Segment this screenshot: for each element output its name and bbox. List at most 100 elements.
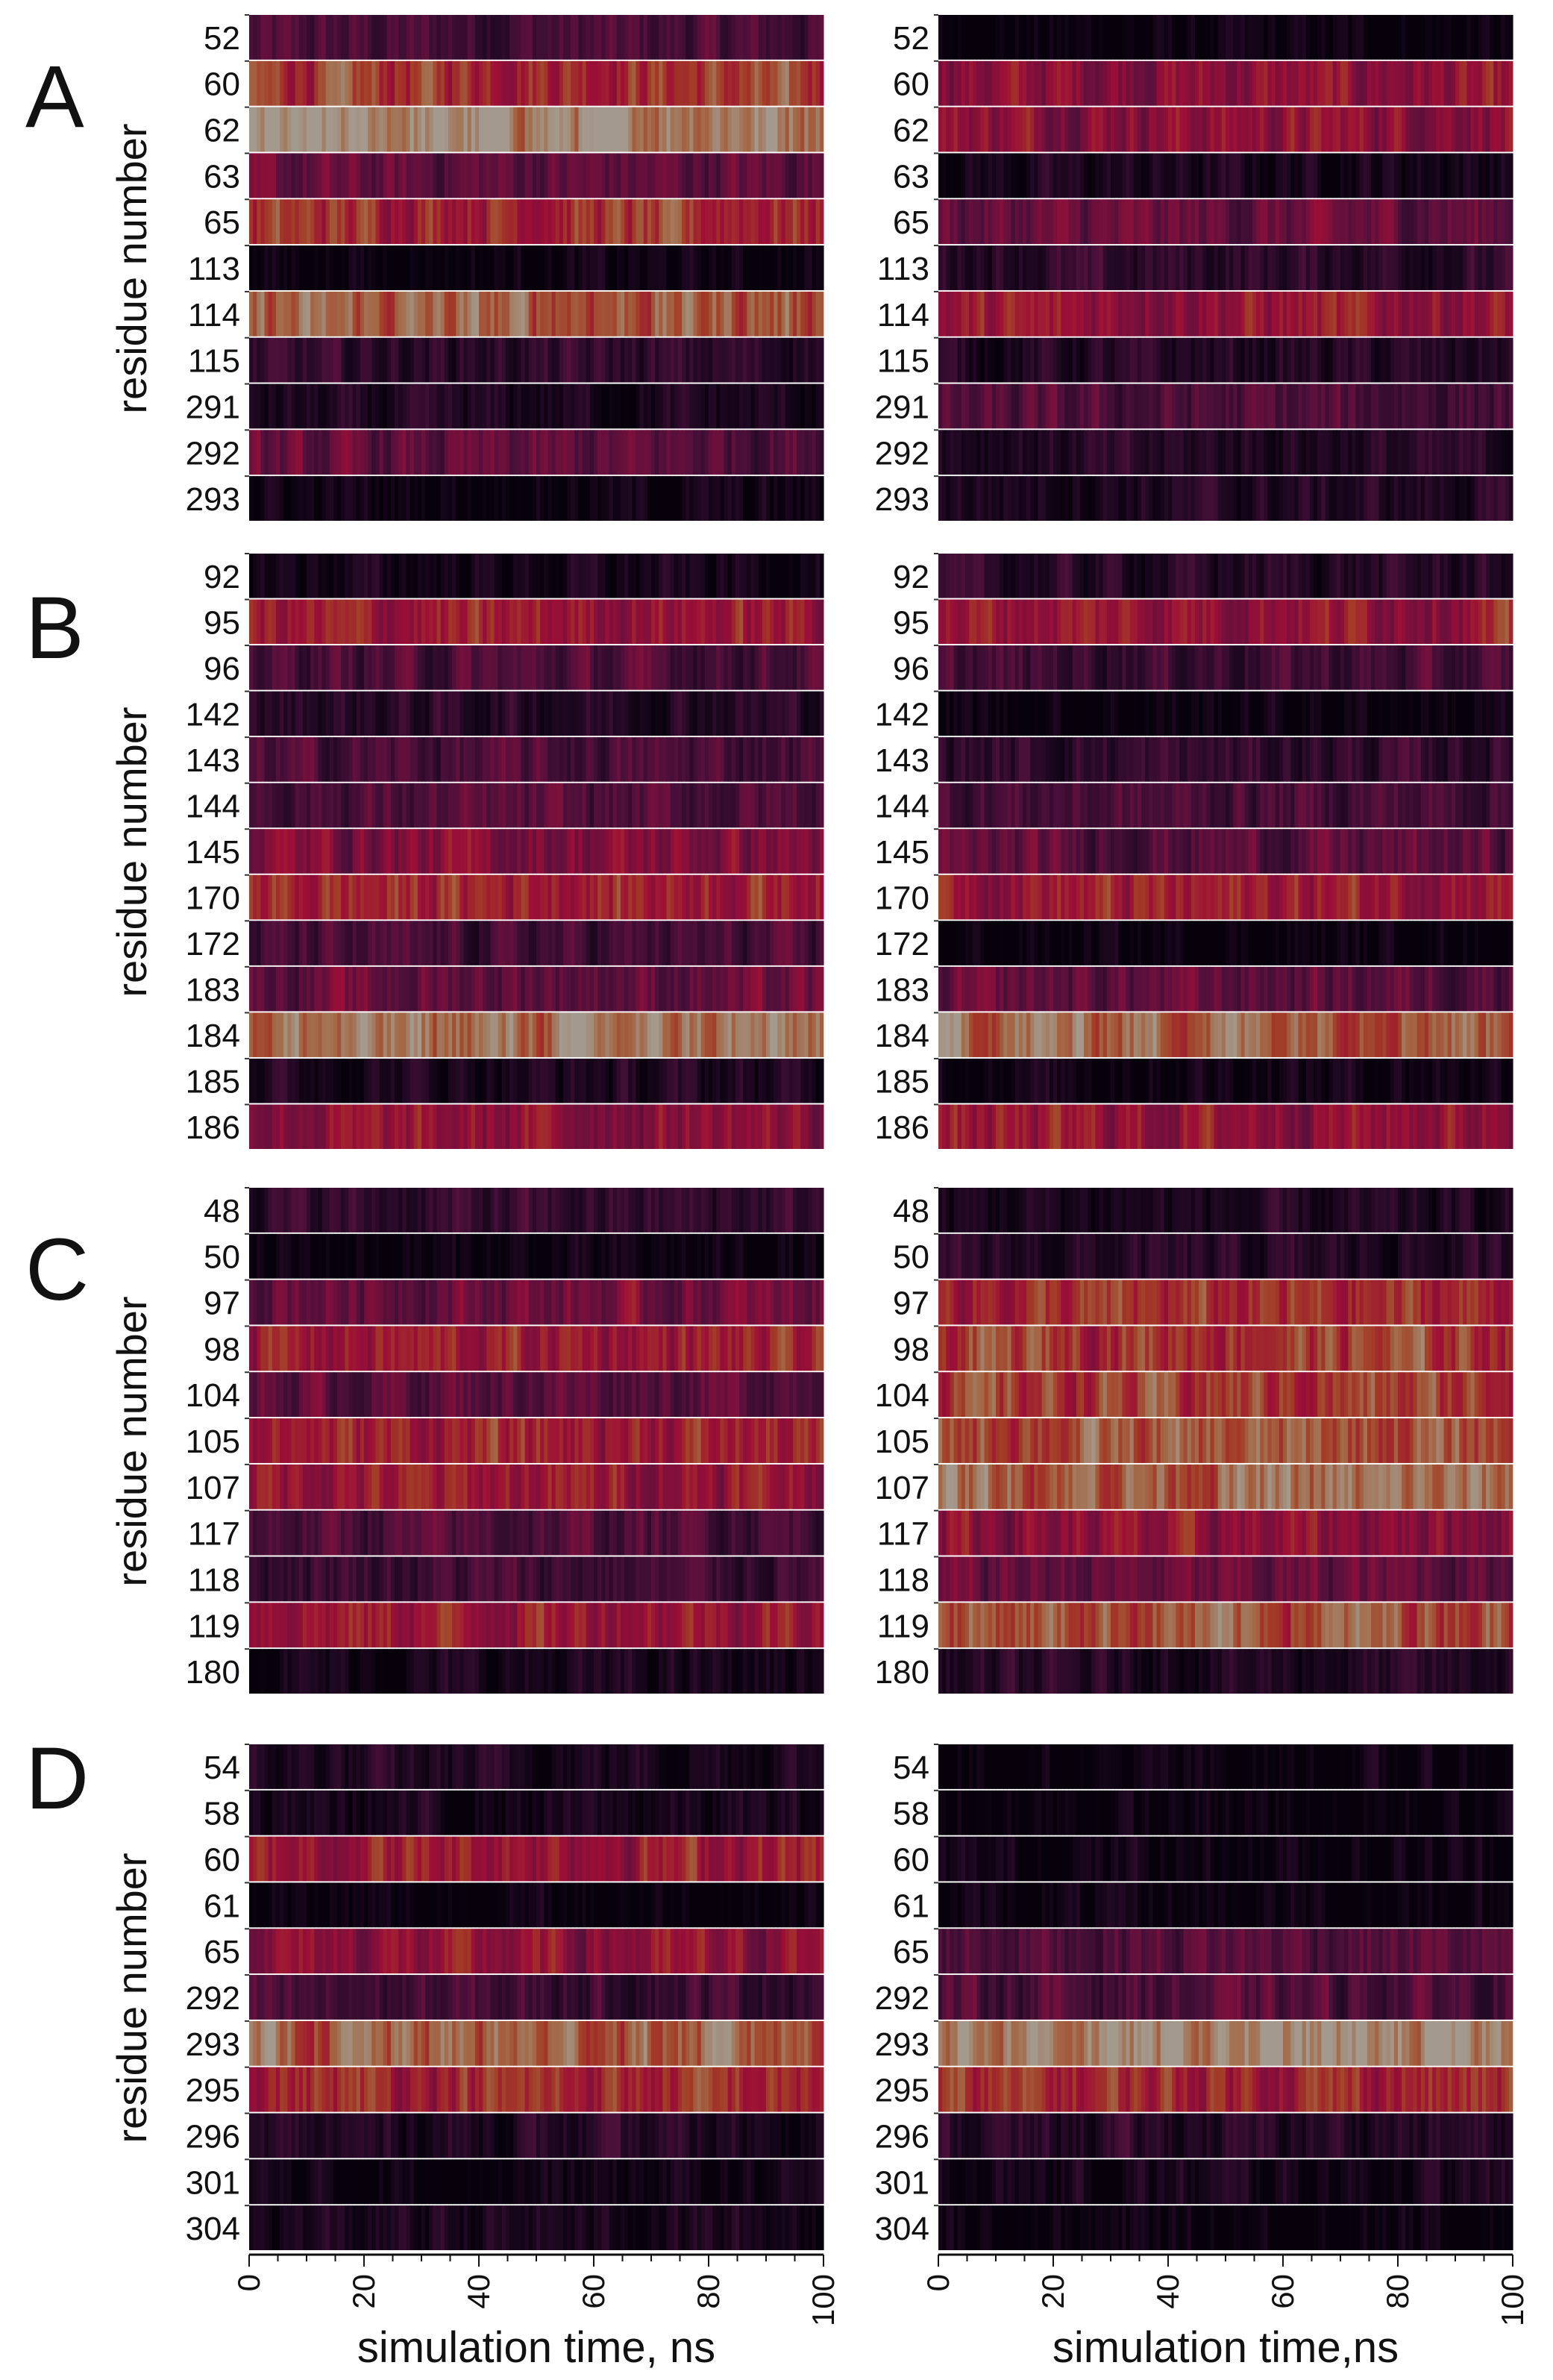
residue-label-right-C-97: 97 [893,1285,929,1322]
residue-label-right-B-183: 183 [875,972,929,1009]
heat-row-left-B-96 [249,645,824,690]
residue-label-left-D-58: 58 [204,1796,240,1832]
residue-label-left-D-301: 301 [186,2164,240,2201]
residue-label-left-A-291: 291 [186,389,240,425]
heat-row-right-B-96 [938,645,1513,690]
x-tick-label-left-40: 40 [461,2274,496,2309]
residue-label-right-A-65: 65 [893,204,929,241]
heat-row-right-B-142 [938,691,1513,736]
heat-row-left-C-97 [249,1280,824,1325]
residue-label-left-A-293: 293 [186,481,240,518]
residue-label-right-D-292: 292 [875,1980,929,2017]
heat-row-left-A-63 [249,153,824,198]
heat-row-right-B-184 [938,1012,1513,1057]
heat-row-left-C-104 [249,1372,824,1418]
residue-label-left-B-143: 143 [186,742,240,779]
residue-label-left-A-62: 62 [204,113,240,149]
residue-label-left-A-60: 60 [204,66,240,103]
residue-label-left-A-65: 65 [204,204,240,241]
heat-row-right-D-304 [938,2205,1513,2250]
residue-label-right-A-52: 52 [893,20,929,57]
y-axis-label-D: residue number [108,1853,155,2143]
heat-row-right-D-58 [938,1790,1513,1835]
y-axis-label-B: residue number [108,707,155,997]
heat-row-left-D-292 [249,1975,824,2020]
residue-label-left-D-60: 60 [204,1842,240,1879]
residue-label-right-D-296: 296 [875,2118,929,2155]
heat-row-left-B-92 [249,554,824,598]
heat-row-right-C-98 [938,1326,1513,1371]
heat-row-right-A-65 [938,199,1513,245]
residue-label-left-A-115: 115 [188,343,240,380]
heat-row-right-B-172 [938,921,1513,965]
residue-label-left-D-65: 65 [204,1934,240,1970]
x-tick-label-right-60: 60 [1265,2274,1300,2309]
heat-row-left-D-295 [249,2067,824,2112]
heat-row-left-A-52 [249,15,824,60]
x-tick-label-right-20: 20 [1035,2274,1070,2309]
residue-label-right-C-107: 107 [875,1470,929,1506]
residue-label-left-C-97: 97 [204,1285,240,1322]
heat-row-right-C-118 [938,1556,1513,1602]
heat-row-right-A-63 [938,153,1513,198]
residue-label-right-A-292: 292 [875,435,929,472]
heat-row-right-D-296 [938,2113,1513,2158]
heat-row-right-D-61 [938,1882,1513,1928]
heat-row-right-C-50 [938,1233,1513,1279]
heat-row-right-D-301 [938,2159,1513,2205]
residue-label-right-C-48: 48 [893,1193,929,1230]
x-axis-title-left: simulation time, ns [357,2323,715,2372]
residue-label-left-D-296: 296 [186,2118,240,2155]
heat-row-left-B-186 [249,1104,824,1149]
heat-row-right-A-293 [938,476,1513,521]
heat-row-left-A-291 [249,383,824,429]
heat-row-right-C-180 [938,1649,1513,1694]
heat-row-left-A-60 [249,60,824,106]
residue-label-right-C-98: 98 [893,1331,929,1368]
residue-label-left-A-52: 52 [204,20,240,57]
x-tick-label-left-20: 20 [346,2274,381,2309]
residue-label-right-B-144: 144 [875,788,929,824]
residue-label-right-C-119: 119 [877,1608,929,1644]
heat-row-left-C-180 [249,1649,824,1694]
residue-label-left-B-92: 92 [204,559,240,595]
heat-row-right-B-183 [938,966,1513,1012]
residue-label-right-B-96: 96 [893,651,929,687]
heat-row-left-C-50 [249,1233,824,1279]
heat-row-right-A-291 [938,383,1513,429]
heat-row-right-D-65 [938,1929,1513,1974]
x-tick-label-left-0: 0 [231,2274,266,2291]
x-tick-label-right-100: 100 [1495,2274,1530,2326]
residue-label-right-B-185: 185 [875,1064,929,1100]
residue-label-right-A-62: 62 [893,113,929,149]
residue-label-right-C-104: 104 [875,1377,929,1414]
heat-row-right-D-60 [938,1836,1513,1882]
residue-label-left-D-304: 304 [186,2211,240,2247]
heat-row-left-A-113 [249,245,824,290]
residue-label-left-C-107: 107 [186,1470,240,1506]
residue-label-left-A-113: 113 [188,251,240,287]
heat-row-right-C-97 [938,1280,1513,1325]
heat-row-left-D-296 [249,2113,824,2158]
heat-row-right-A-52 [938,15,1513,60]
residue-label-right-B-92: 92 [893,559,929,595]
heat-row-right-A-292 [938,430,1513,475]
residue-label-left-C-180: 180 [186,1654,240,1691]
residue-label-right-B-186: 186 [875,1109,929,1146]
residue-label-right-B-184: 184 [875,1018,929,1054]
residue-label-right-C-118: 118 [877,1562,929,1598]
heat-row-right-A-114 [938,291,1513,336]
x-axis-title-right: simulation time,ns [1052,2323,1399,2372]
heat-row-right-C-107 [938,1464,1513,1509]
residue-label-right-A-291: 291 [875,389,929,425]
heat-row-left-A-292 [249,430,824,475]
heat-row-right-C-48 [938,1188,1513,1233]
residue-label-right-D-54: 54 [893,1750,929,1786]
heat-row-left-B-184 [249,1012,824,1057]
y-axis-label-C: residue number [108,1296,155,1586]
residue-label-left-B-170: 170 [186,880,240,917]
residue-label-left-C-48: 48 [204,1193,240,1230]
heat-row-left-B-185 [249,1058,824,1103]
residue-label-right-C-50: 50 [893,1239,929,1276]
x-tick-label-left-100: 100 [806,2274,841,2326]
